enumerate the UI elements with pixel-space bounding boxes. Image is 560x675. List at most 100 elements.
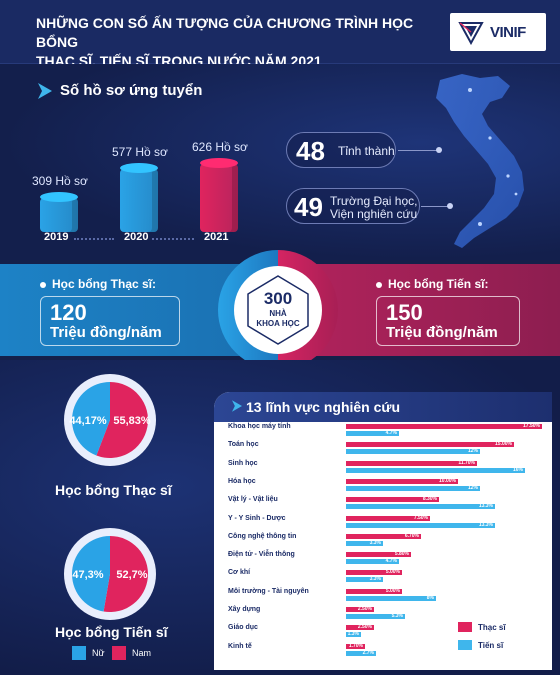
scientists-line-2: KHOA HỌC <box>256 319 299 328</box>
field-bar-masters <box>346 570 402 576</box>
field-bar-value: 4.7% <box>385 430 397 436</box>
phd-label: Học bổng Tiến sĩ: <box>376 277 488 291</box>
field-name: Y - Y Sinh - Dược <box>228 514 286 522</box>
field-bar-value: 15.00% <box>495 441 512 448</box>
masters-label-text: Học bổng Thạc sĩ: <box>52 277 157 291</box>
field-bar-phd <box>346 577 383 583</box>
field-bar-masters <box>346 442 514 448</box>
field-bar-masters <box>346 588 402 594</box>
field-bar-masters <box>346 607 374 612</box>
vietnam-map-icon <box>436 74 524 248</box>
field-name: Vật lý - Vật liệu <box>228 496 278 504</box>
pie-slice-female <box>71 536 110 612</box>
field-bar-value: 3.3% <box>369 539 381 546</box>
pie-label-male: 55,83% <box>113 415 151 427</box>
phd-amount-box <box>376 296 520 346</box>
pie-label-female: 44,17% <box>69 415 107 427</box>
field-bar-phd <box>346 632 361 638</box>
field-bar-value: 17.50% <box>523 423 540 429</box>
pie-label-female: 47,3% <box>72 569 103 581</box>
field-bar-value: 2.7% <box>362 649 374 656</box>
applications-title: Số hồ sơ ứng tuyển <box>38 82 202 99</box>
field-bar-phd <box>346 449 480 455</box>
field-bar-value: 5.00% <box>385 569 400 576</box>
application-bar <box>200 164 238 232</box>
field-name: Giáo dục <box>228 624 258 632</box>
field-name: Kinh tế <box>228 642 252 650</box>
provinces-label: Tỉnh thành <box>338 144 395 158</box>
masters-label: Học bổng Thạc sĩ: <box>40 277 156 291</box>
research-fields-title: 13 lĩnh vực nghiên cứu <box>246 399 401 415</box>
application-bar-label: 577 Hồ sơ <box>112 145 168 159</box>
legend-female-label: Nữ <box>92 648 105 658</box>
field-name: Khoa học máy tính <box>228 423 291 430</box>
masters-amount-box <box>40 296 180 346</box>
field-bar-value: 8% <box>426 594 434 601</box>
bullet-icon <box>376 281 382 288</box>
application-bar <box>40 198 78 232</box>
application-bar-label: 626 Hồ sơ <box>192 140 248 154</box>
field-bar-value: 10.00% <box>439 477 456 484</box>
bullet-icon <box>40 281 46 288</box>
field-bar-value: 1.70% <box>348 642 363 649</box>
field-bar-value: 6.70% <box>404 532 419 539</box>
chevron-right-icon <box>38 82 52 99</box>
field-bar-masters <box>346 424 542 429</box>
masters-amount: 120 <box>50 300 87 325</box>
legend-masters-label: Thạc sĩ <box>478 623 506 632</box>
phd-unit: Triệu đồng/năm <box>386 324 498 341</box>
field-bar-value: 1.3% <box>347 631 359 638</box>
applications-section: Số hồ sơ ứng tuyển 309 Hồ sơ 2019 577 Hồ s… <box>0 64 560 260</box>
field-bar-masters <box>346 533 421 539</box>
field-bar-masters <box>346 625 374 631</box>
field-bar-value: 2.50% <box>357 624 372 631</box>
research-fields-header <box>214 392 552 422</box>
pie-slice-male <box>96 382 148 458</box>
provinces-stat-box <box>286 132 396 168</box>
institutions-stat-box <box>286 188 420 224</box>
field-bar-phd <box>346 467 525 473</box>
field-bar-phd <box>346 485 480 491</box>
legend-phd-swatch <box>458 640 472 650</box>
scientists-line-1: NHÀ <box>269 309 287 318</box>
field-bar-value: 3.3% <box>369 576 381 583</box>
application-bar <box>120 169 158 232</box>
field-name: Hóa học <box>228 477 256 485</box>
legend-phd-label: Tiến sĩ <box>478 641 504 650</box>
field-bar-masters <box>346 478 458 484</box>
field-name: Sinh học <box>228 459 258 467</box>
field-name: Điện tử - Viễn thông <box>228 551 295 559</box>
field-bar-value: 13.3% <box>478 521 493 528</box>
phd-amount: 150 <box>386 300 423 325</box>
field-bar-value: 11.70% <box>458 459 475 466</box>
application-bar-top <box>120 163 158 173</box>
field-bar-masters <box>346 515 430 521</box>
provinces-number: 48 <box>296 136 325 166</box>
field-bar-phd <box>346 559 399 565</box>
field-bar-value: 5.00% <box>385 587 400 594</box>
year-divider <box>152 238 194 240</box>
institutions-label-2: Viện nghiên cứu <box>330 207 418 221</box>
field-bar-masters <box>346 497 439 503</box>
field-name: Xây dựng <box>228 606 261 613</box>
header: NHỮNG CON SỐ ẤN TƯỢNG CỦA CHƯƠNG TRÌNH H… <box>0 0 560 69</box>
vinif-logo: VINIF <box>450 13 546 51</box>
application-bar-top <box>200 158 238 168</box>
field-bar-value: 5.3% <box>391 613 403 619</box>
masters-pie-title: Học bổng Thạc sĩ <box>55 482 172 498</box>
field-bar-value: 8.30% <box>422 496 437 503</box>
field-bar-value: 12% <box>467 448 478 455</box>
masters-gender-pie: 44,17% 55,83% <box>64 374 156 466</box>
field-name: Toán học <box>228 441 259 449</box>
field-bar-phd <box>346 431 399 436</box>
page-title: NHỮNG CON SỐ ẤN TƯỢNG CỦA CHƯƠNG TRÌNH H… <box>36 14 436 71</box>
field-bar-value: 2.50% <box>357 606 372 612</box>
field-bar-phd <box>346 650 376 656</box>
field-name: Công nghệ thông tin <box>228 532 297 540</box>
connector-dot <box>436 147 442 153</box>
field-bar-phd <box>346 504 495 510</box>
year-label: 2019 <box>44 231 69 243</box>
field-bar-phd <box>346 595 436 601</box>
year-divider <box>74 238 114 240</box>
